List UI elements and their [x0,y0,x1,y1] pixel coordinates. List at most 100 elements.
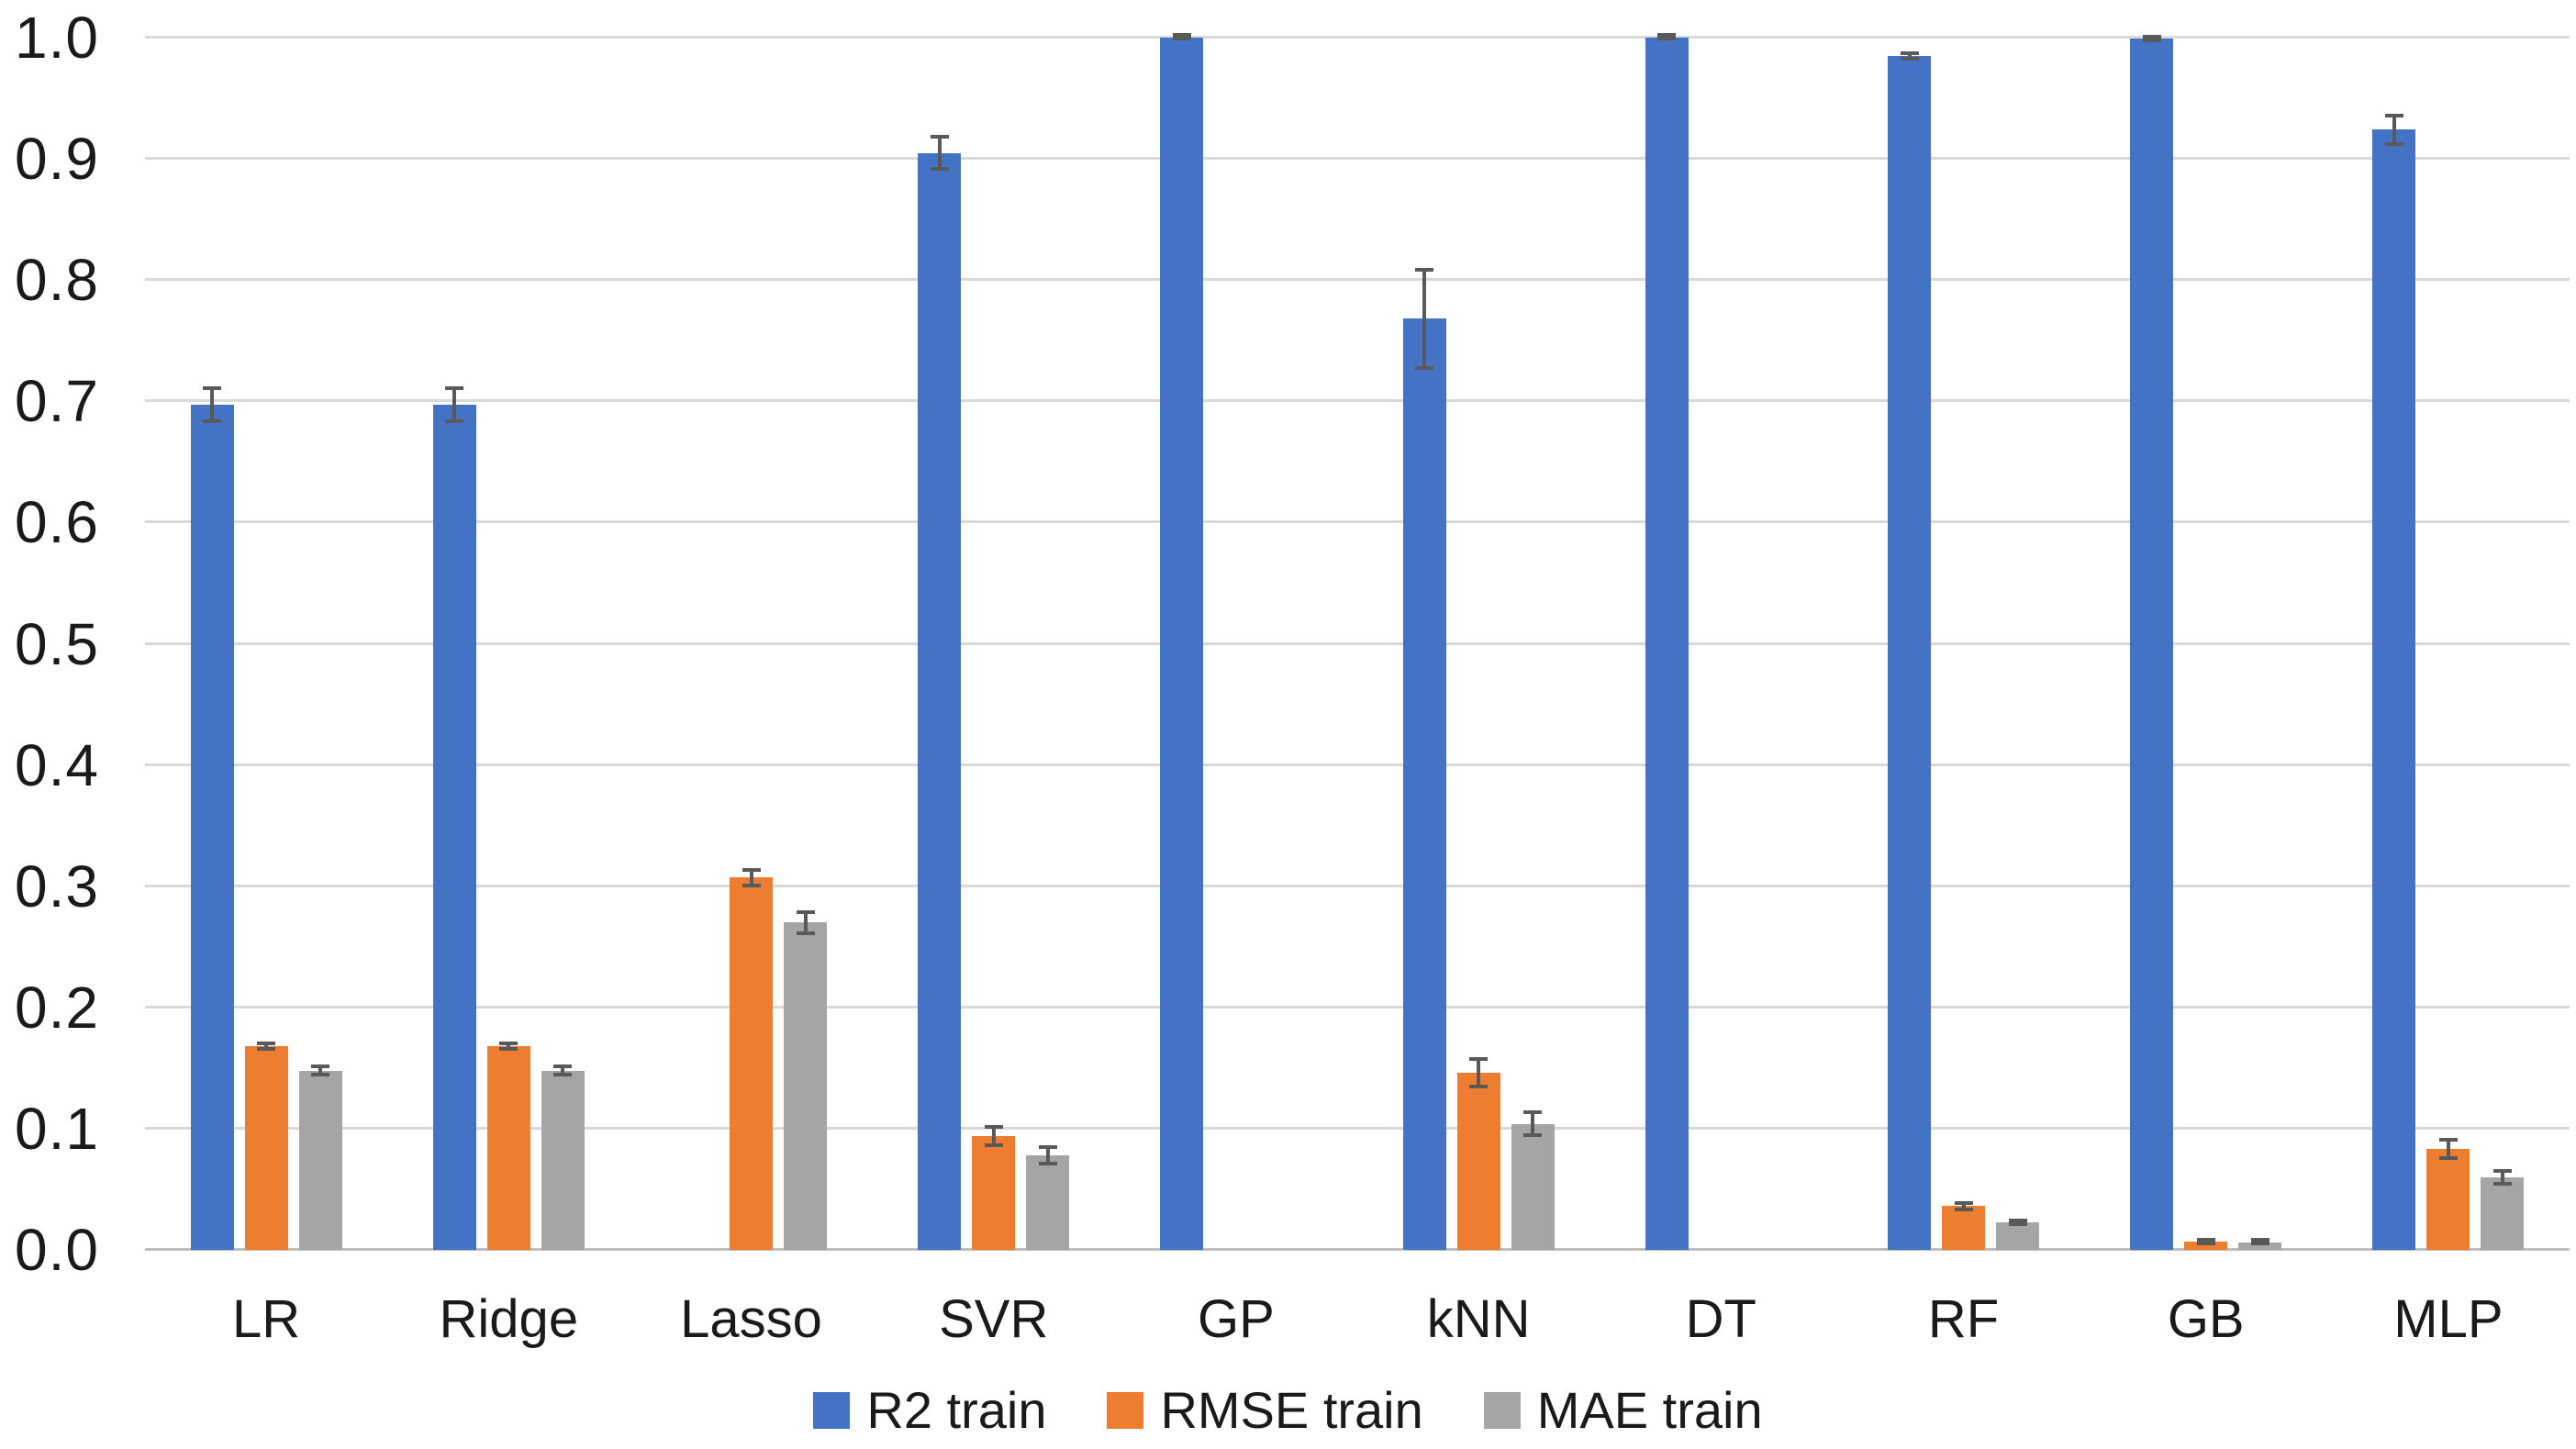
bar-slot [1026,38,1070,1250]
x-category-label: GB [2167,1289,2245,1349]
gridline [145,884,2570,887]
bar-slot [1511,38,1555,1250]
bar [918,152,962,1250]
error-bar [311,1064,330,1077]
x-category-label: GP [1198,1289,1275,1349]
error-bar [2142,35,2161,43]
legend-label: RMSE train [1160,1381,1423,1439]
x-category-label: kNN [1426,1289,1531,1349]
legend-swatch [813,1392,851,1429]
legend-item: R2 train [813,1385,1046,1436]
bar-slot [1645,32,1689,1250]
error-bar [1038,1145,1057,1165]
bar [1511,1123,1555,1250]
bar [2184,1241,2228,1250]
legend-swatch [1483,1392,1521,1429]
bar-group [1600,32,1842,1250]
y-axis: 0.0 0.1 0.2 0.3 0.4 0.5 0.6 0.7 0.8 0.9 1.0 [0,8,110,1279]
bar-group [1115,32,1357,1250]
x-category-label: DT [1685,1289,1756,1349]
bar-group [1357,38,1600,1250]
gridline [145,1005,2570,1009]
y-tick-label: 0.3 [15,853,99,920]
error-bar [203,386,222,424]
error-bar [1900,50,1919,61]
error-bar [2250,1237,2269,1245]
plot-area [145,32,2570,1251]
error-bar [1469,1056,1489,1089]
bar-slot [730,38,773,1250]
y-tick-label: 0.9 [15,126,99,193]
legend-label: MAE train [1536,1381,1763,1439]
x-category-label: RF [1927,1289,2000,1349]
error-bar [796,910,815,935]
error-bar [1954,1201,1973,1211]
error-bar [2438,1138,2458,1161]
gridline [145,520,2570,524]
bar-slot [298,38,342,1250]
y-tick-label: 1.0 [15,5,99,71]
bar [2372,129,2416,1250]
error-bar [257,1041,276,1052]
bar [784,922,827,1250]
x-axis: LR Ridge Lasso SVR GP kNN DT RF GB MLP [145,1283,2570,1356]
bar [2426,1149,2470,1250]
bar-group [2085,35,2327,1250]
bar [432,405,476,1250]
x-axis-line [145,1248,2570,1251]
error-bar [742,867,761,888]
gridline [145,157,2570,161]
bar [541,1070,585,1250]
x-category-label: Ridge [439,1289,579,1349]
error-bar [445,386,464,424]
error-bar [2008,1218,2027,1226]
bar-slot [1942,38,1986,1250]
bar-slot [486,38,530,1250]
bar [2130,39,2174,1250]
bar-slot [972,38,1016,1250]
bar-slot [675,38,719,1250]
legend-label: R2 train [866,1381,1047,1439]
gridline [145,641,2570,645]
gridline [145,278,2570,282]
y-tick-label: 0.0 [15,1217,99,1283]
y-tick-label: 0.7 [15,368,99,435]
bar [1456,1073,1500,1250]
bar-slot [1268,38,1311,1250]
bar-slot [918,38,962,1250]
bar-slot [1456,38,1500,1250]
error-bar [2492,1168,2512,1186]
bar-slot [2426,38,2470,1250]
bar [730,877,773,1250]
bar-group [387,38,630,1250]
bar [190,405,234,1250]
bar-slot [541,38,585,1250]
bar [1942,1206,1986,1250]
bar [2238,1243,2282,1250]
error-bar [2384,114,2403,146]
bar-slot [2184,38,2228,1250]
bar-slot [1888,38,1932,1250]
error-bar [2196,1237,2215,1245]
bar-slot [1402,38,1446,1250]
legend-swatch [1107,1392,1144,1429]
y-tick-label: 0.6 [15,489,99,556]
bar [298,1070,342,1250]
error-bar [930,134,949,172]
bar-slot [190,38,234,1250]
error-bar [984,1124,1003,1147]
bar [2481,1176,2525,1250]
error-bar [1523,1110,1543,1138]
x-category-label: Lasso [680,1289,822,1349]
legend: R2 train RMSE train MAE train [0,1378,2576,1443]
gridline [145,36,2570,39]
bar-group [873,38,1115,1250]
bar-slot [1700,38,1743,1250]
bar-slot [2372,38,2416,1250]
bar-slot [1996,38,2040,1250]
error-bar [1172,32,1191,40]
bar [1888,55,1932,1250]
bar-group [630,38,872,1250]
bar-slot [1754,38,1797,1250]
